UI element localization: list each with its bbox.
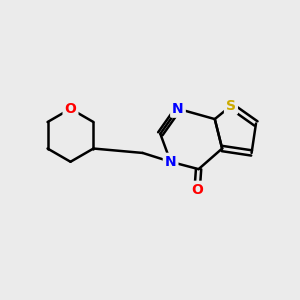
Text: N: N (165, 155, 176, 169)
Text: S: S (226, 99, 236, 113)
Text: N: N (172, 102, 184, 116)
Text: O: O (64, 102, 76, 116)
Text: O: O (191, 183, 203, 197)
